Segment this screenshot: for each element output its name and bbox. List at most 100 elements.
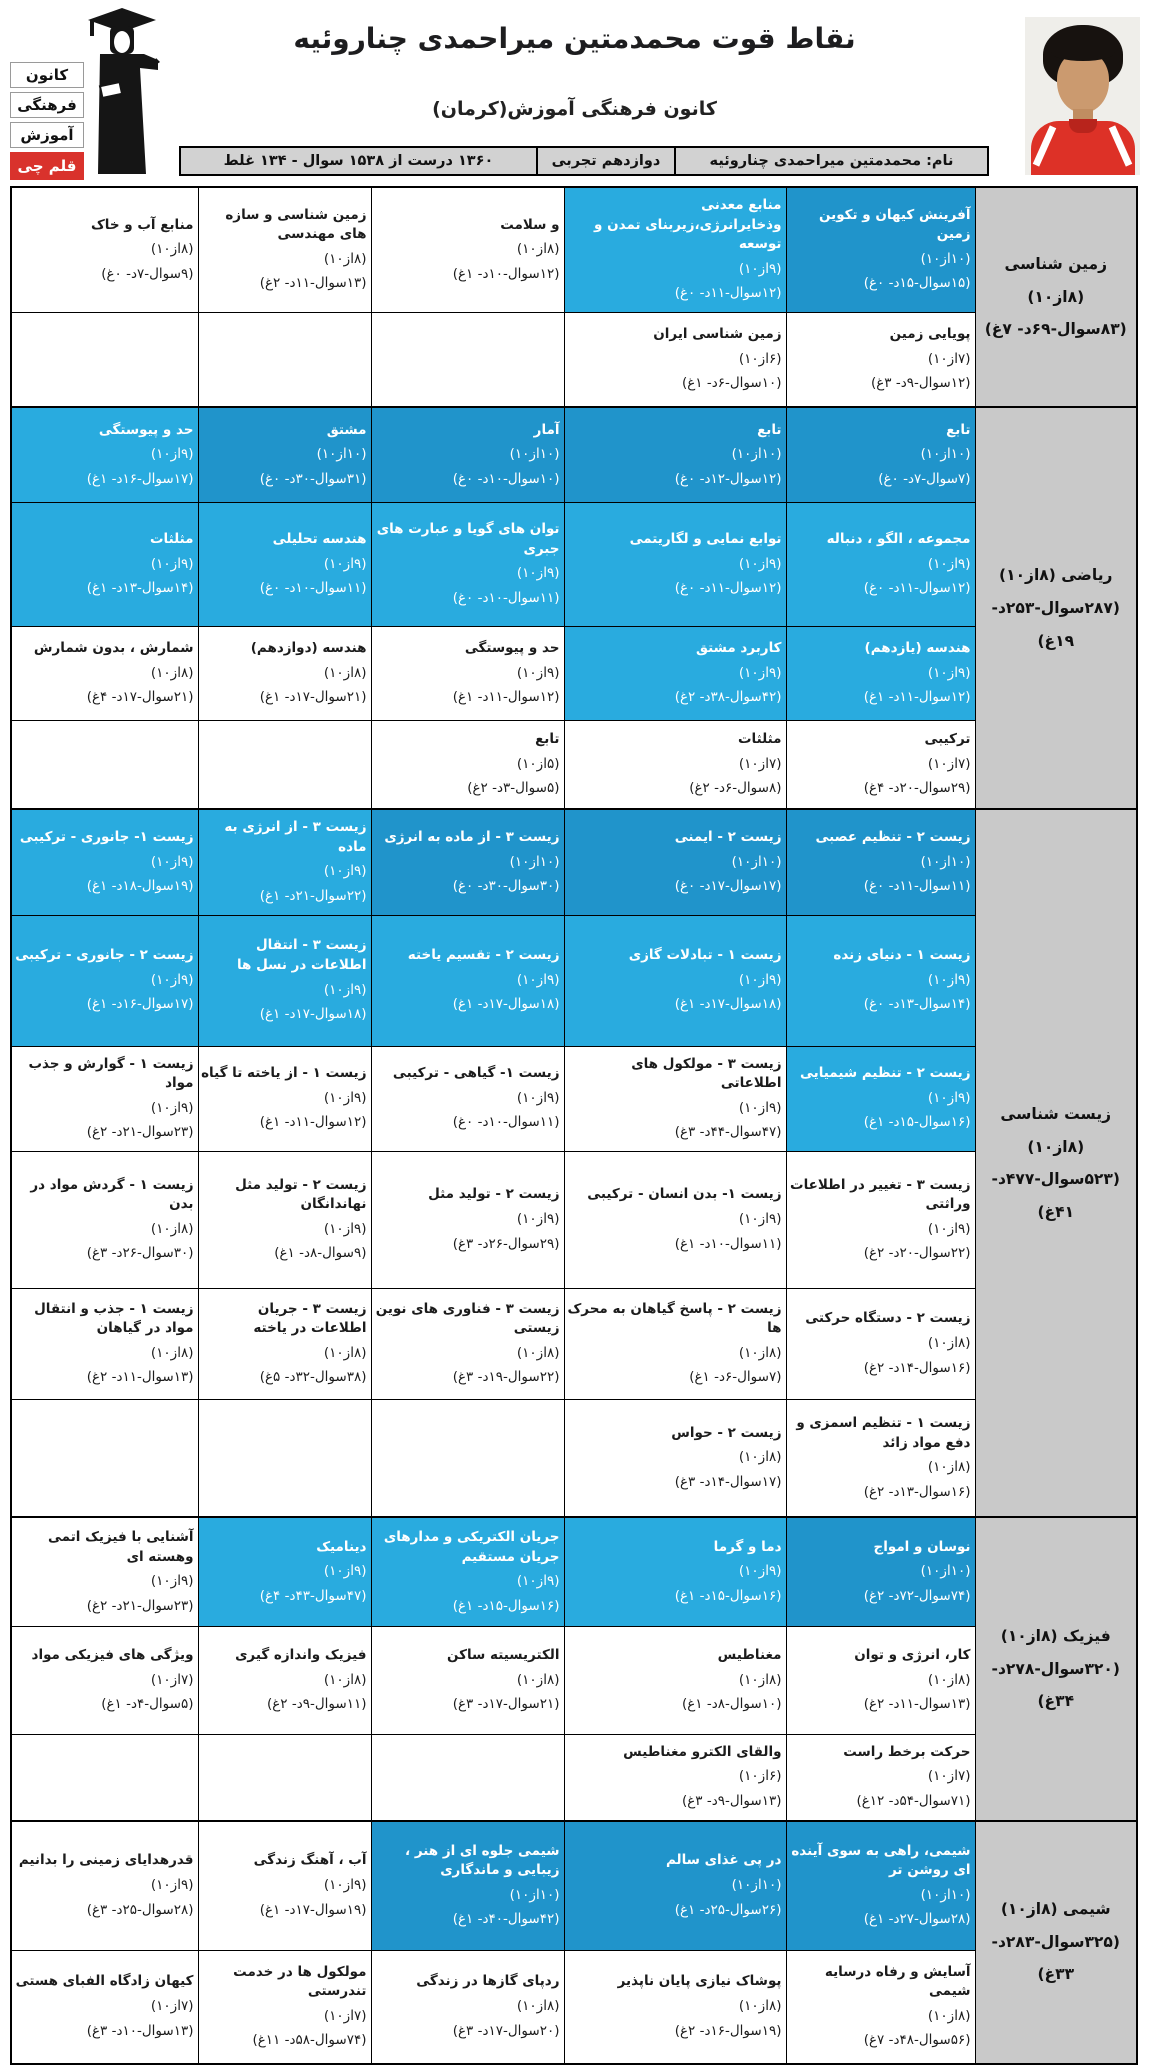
grid-row: زیست ۲ - دستگاه حرکتی (۸از۱۰) (۱۶سوال-۱۴د-… [10,1287,1137,1400]
topic-stats: (۱۷سوال-۱۷د- ۰غ) [674,878,782,895]
report-header: کانون فرهنگی آموزش قلم چی نقاط قوت محمدم… [0,0,1149,186]
topic-title: مثلثات [149,530,194,547]
topic-title: ردپای گازها در زندگی [416,1973,560,1990]
subject-stats: (۵۲۳سوال-۴۷۷د- ۴۱غ) [991,1170,1120,1221]
topic-title: زمین شناسی و سازه های مهندسی [225,206,367,243]
topic-cell: زیست ۱ - تبادلات گازی (۹از۱۰) (۱۸سوال-۱۷د-… [563,914,787,1047]
topic-score: (۷از۱۰) [927,755,971,772]
topic-title: زیست ۱ - گردش مواد در بدن [30,1176,194,1213]
topic-stats: (۱۲سوال-۱۱د- ۱غ) [452,689,560,706]
topic-cell: زیست ۳ - فناوری های نوین زیستی (۸از۱۰) (۲۲… [370,1287,565,1400]
topic-cell: آمار (۱۰از۱۰) (۱۰سوال-۱۰د- ۰غ) [370,406,565,503]
subject-stats: (۳۲۰سوال-۲۷۸د- ۳۴غ) [991,1659,1120,1711]
topic-cell: زیست ۲ - تقسیم یاخته (۹از۱۰) (۱۸سوال-۱۷د- … [370,914,565,1047]
topic-score: (۸از۱۰) [738,1997,782,2014]
grid-row: زمین شناسی (۸از۱۰) (۸۳سوال-۶۹د- ۷غ) آفرینش… [10,185,1138,408]
topic-title: زیست ۲ - تولید مثل نهاندانگان [235,1176,367,1213]
subject-cell: ریاضی (۸از۱۰) (۲۸۷سوال-۲۵۳د- ۱۹غ) [974,406,1138,810]
topic-stats: (۲۸سوال-۲۵د- ۳غ) [86,1901,194,1918]
topic-score: (۱۰از۱۰) [920,1886,971,1903]
topic-title: هندسه (یازدهم) [864,639,971,656]
topic-stats: (۱۷سوال-۱۶د- ۱غ) [86,470,194,487]
topic-score: (۹از۱۰) [927,1220,971,1237]
topic-score: (۸از۱۰) [738,1449,782,1466]
topic-stats: (۷۴سوال-۵۸د- ۱۱غ) [252,2032,367,2049]
topic-cell: نوسان و امواج (۱۰از۱۰) (۷۴سوال-۷۲د- ۲غ) [785,1516,976,1627]
topic-score: (۸از۱۰) [323,664,367,681]
topic-cell: زیست ۱ - دنیای زنده (۹از۱۰) (۱۴سوال-۱۳د- ۰… [785,914,976,1047]
topic-cell: آشنایی با فیزیک اتمی وهسته ای (۹از۱۰) (۲۳س… [10,1516,199,1627]
topic-cell: زیست ۲ - تنظیم شیمیایی (۹از۱۰) (۱۶سوال-۱۵د… [785,1045,976,1152]
topic-stats: (۱۲سوال-۱۱د- ۰غ) [863,580,971,597]
topic-score: (۹از۱۰) [323,1563,367,1580]
topic-cell: زیست ۳ - انتقال اطلاعات در نسل ها (۹از۱۰)… [197,914,372,1047]
photo-fringe [1051,43,1115,61]
topic-cell: پوشاک نیازی پایان ناپذیر (۸از۱۰) (۱۹سوال-۱… [563,1950,787,2064]
topic-score: (۹از۱۰) [738,1563,782,1580]
topic-stats: (۱۶سوال-۱۵د- ۱غ) [452,1597,560,1614]
topic-score: (۹از۱۰) [323,555,367,572]
topic-score: (۹از۱۰) [150,971,194,988]
topic-stats: (۴۷سوال-۴۴د- ۳غ) [674,1124,782,1141]
subject-stats: (۳۲۵سوال-۲۸۳د- ۳۳غ) [991,1932,1120,1984]
topic-cell: دینامیک (۹از۱۰) (۴۷سوال-۴۳د- ۴غ) [197,1516,372,1627]
topic-cell: تابع (۱۰از۱۰) (۱۲سوال-۱۲د- ۰غ) [563,406,787,503]
topic-cell: هندسه (دوازدهم) (۸از۱۰) (۲۱سوال-۱۷د- ۱غ) [197,625,372,721]
topic-stats: (۵سوال-۴د- ۱غ) [101,1696,194,1713]
topic-cell: ویژگی های فیزیکی مواد (۷از۱۰) (۵سوال-۴د- ۱… [10,1625,199,1735]
topic-cell: زیست ۲ - حواس (۸از۱۰) (۱۷سوال-۱۴د- ۳غ) [563,1398,787,1518]
topic-score: (۸از۱۰) [150,1344,194,1361]
grid-row: حرکت برخط راست (۷از۱۰) (۷۱سوال-۵۴د- ۱۲غ) وا… [10,1733,1137,1822]
topic-title: نوسان و امواج [873,1538,971,1555]
topic-score: (۱۰از۱۰) [920,446,971,463]
topic-title: توان های گویا و عبارت های جبری [376,521,560,557]
topic-cell: زیست ۱- گیاهی - ترکیبی (۹از۱۰) (۱۱سوال-۱۰د… [370,1045,565,1152]
topic-title: حد و پیوستگی [464,639,560,656]
grid-row: ریاضی (۸از۱۰) (۲۸۷سوال-۲۵۳د- ۱۹غ) تابع (۱۰ا… [10,406,1138,810]
topic-title: منابع آب و خاک [90,216,194,233]
topic-title: کار، انرژی و توان [854,1646,971,1663]
topic-cell: زیست ۲ - جانوری - ترکیبی (۹از۱۰) (۱۷سوال-۱… [10,914,199,1047]
topic-title: هندسه تحلیلی [272,530,367,547]
topic-score: (۸از۱۰) [516,241,560,258]
topic-score: (۹از۱۰) [516,971,560,988]
topic-stats: (۷سوال-۶د- ۱غ) [689,1369,782,1386]
topic-score: (۹از۱۰) [150,853,194,870]
topic-score: (۸از۱۰) [738,1671,782,1688]
topic-score: (۸از۱۰) [150,241,194,258]
topic-stats: (۲۱سوال-۱۷د- ۱غ) [259,689,367,706]
topic-stats: (۱۳سوال-۹د- ۳غ) [681,1792,782,1809]
topic-stats: (۱۸سوال-۱۷د- ۱غ) [674,996,782,1013]
topic-stats: (۱۷سوال-۱۶د- ۱غ) [86,996,194,1013]
topic-title: زیست ۳ - از انرژی به ماده [224,819,367,855]
subject-name: زیست شناسی (۸از۱۰) [1000,1105,1112,1156]
topic-score: (۹از۱۰) [150,1099,194,1116]
page-title: نقاط قوت محمدمتین میراحمدی چناروئیه [293,22,856,55]
topic-stats: (۲۱سوال-۱۷د- ۴غ) [86,689,194,706]
topic-title: حرکت برخط راست [843,1743,971,1760]
topic-score: (۹از۱۰) [927,971,971,988]
topic-stats: (۱۰سوال-۶د- ۱غ) [681,375,782,392]
grid-row: آسایش و رفاه درسایه شیمی (۸از۱۰) (۵۶سوال-۴… [10,1950,1137,2064]
topic-stats: (۳۰سوال-۳۰د- ۰غ) [452,878,560,895]
topic-cell: هندسه تحلیلی (۹از۱۰) (۱۱سوال-۱۰د- ۰غ) [197,501,372,627]
topic-title: جریان الکتریکی و مدارهای جریان مستقیم [383,1528,560,1565]
topic-stats: (۱۲سوال-۱۱د- ۰غ) [674,580,782,597]
logo-word: آموزش [10,122,84,148]
student-name: نام: محمدمتین میراحمدی چناروئیه [674,148,987,174]
topic-title: زیست ۱ - تنظیم اسمزی و دفع مواد زائد [796,1414,971,1451]
topic-score: (۱۰از۱۰) [731,446,782,463]
student-grade: دوازدهم تجربی [536,148,674,174]
topic-title: توابع نمایی و لگاریتمی [629,530,782,547]
topic-cell: زیست ۳ - مولکول های اطلاعاتی (۹از۱۰) (۴۷سو… [563,1045,787,1152]
topic-title: پوشاک نیازی پایان ناپذیر [617,1973,782,1990]
topic-stats: (۱۲سوال-۱۱د- ۱غ) [863,689,971,706]
topic-stats: (۴۲سوال-۴۰د- ۱غ) [452,1911,560,1928]
topic-score: (۹از۱۰) [323,863,367,880]
overall-score-summary: ۱۳۶۰ درست از ۱۵۳۸ سوال - ۱۳۴ غلط [223,153,494,169]
topic-title: زیست ۳ - تغییر در اطلاعات وراثتی [790,1176,971,1213]
topic-score: (۹از۱۰) [150,555,194,572]
topic-title: زیست ۳ - انتقال اطلاعات در نسل ها [236,937,367,973]
topic-stats: (۱۱سوال-۱۰د- ۱غ) [674,1235,782,1252]
topic-stats: (۱۱سوال-۱۰د- ۰غ) [452,1114,560,1131]
